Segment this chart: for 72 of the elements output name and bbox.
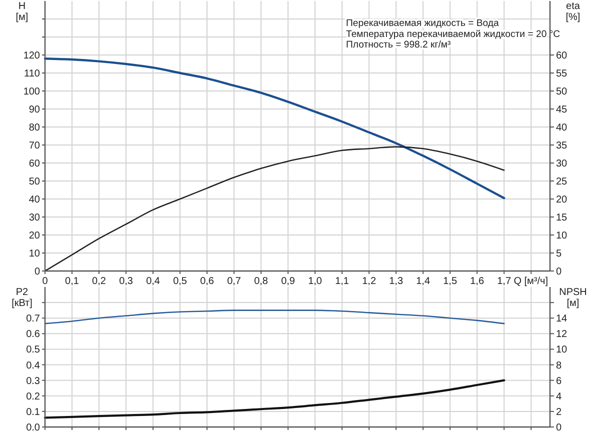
x-tick-label: 1,5 bbox=[443, 276, 458, 287]
y-axis-title: H [м] bbox=[16, 1, 28, 23]
x-tick-label: 0 bbox=[42, 276, 48, 287]
y2-tick-label: 0 bbox=[556, 266, 562, 278]
x-tick-label: 1,0 bbox=[308, 276, 322, 287]
y-tick-label: 110 bbox=[24, 68, 40, 80]
y-tick-label: 30 bbox=[28, 212, 40, 224]
y2-tick-label: 40 bbox=[556, 122, 568, 134]
y-axis-title: P2 [кВт] bbox=[12, 287, 33, 309]
y-tick-label: 0.0 bbox=[26, 422, 40, 434]
y2-tick-label: 25 bbox=[556, 176, 568, 188]
annotation: Температура перекачиваемой жидкости = 20 °C bbox=[346, 28, 560, 40]
y-tick-label: 0.3 bbox=[26, 376, 40, 387]
y-tick-label: 80 bbox=[28, 122, 40, 134]
y2-tick-label: 6 bbox=[556, 376, 562, 387]
y-tick-label: 0.5 bbox=[26, 344, 40, 356]
y2-tick-label: 10 bbox=[556, 230, 568, 242]
x-tick-label: 0,8 bbox=[254, 276, 268, 287]
x-tick-label: 0,9 bbox=[281, 276, 296, 287]
line-series bbox=[44, 58, 506, 200]
x-tick-label: 1,4 bbox=[416, 276, 430, 287]
y2-tick-label: 14 bbox=[556, 314, 568, 325]
y2-tick-label: 20 bbox=[556, 194, 568, 206]
y-tick-label: 0.1 bbox=[26, 406, 40, 418]
x-tick-label: 1,6 bbox=[470, 276, 484, 287]
y-tick-label: 70 bbox=[28, 140, 40, 152]
y2-tick-label: 10 bbox=[556, 344, 568, 356]
x-tick-label: 0,3 bbox=[119, 276, 134, 287]
line-series bbox=[44, 310, 505, 324]
x-tick-label: 0,4 bbox=[146, 276, 160, 287]
y2-tick-label: 60 bbox=[556, 50, 568, 62]
line-series bbox=[44, 146, 505, 272]
y-tick-label: 0.6 bbox=[26, 329, 40, 340]
y-tick-label: 10 bbox=[28, 248, 40, 260]
x-tick-label: 0,6 bbox=[200, 276, 214, 287]
y2-tick-label: 15 bbox=[556, 212, 568, 224]
x-tick-label: 1,7 bbox=[497, 276, 512, 287]
y2-tick-label: 0 bbox=[556, 422, 562, 434]
y2-axis-title: NPSH [м] bbox=[559, 287, 587, 309]
annotation: Перекачиваемая жидкость = Вода bbox=[346, 18, 500, 29]
y2-tick-label: 30 bbox=[556, 158, 568, 170]
x-tick-label: 0,7 bbox=[227, 276, 242, 287]
y-tick-label: 40 bbox=[28, 194, 40, 206]
x-tick-label: 0,1 bbox=[65, 276, 80, 287]
y-tick-label: 120 bbox=[23, 50, 40, 62]
y-tick-label: 0.7 bbox=[26, 314, 40, 325]
y2-tick-label: 50 bbox=[556, 86, 568, 98]
y2-tick-label: 45 bbox=[556, 104, 568, 116]
y2-tick-label: 2 bbox=[556, 406, 562, 418]
x-tick-label: 0,2 bbox=[92, 276, 106, 287]
y2-tick-label: 55 bbox=[556, 68, 568, 80]
y2-axis-title: eta [%] bbox=[566, 1, 580, 23]
y-tick-label: 100 bbox=[23, 86, 40, 98]
y-tick-label: 0.4 bbox=[26, 360, 40, 372]
y2-tick-label: 8 bbox=[556, 360, 562, 372]
y2-tick-label: 12 bbox=[556, 329, 568, 340]
y2-tick-label: 5 bbox=[556, 248, 562, 260]
x-tick-label: 1,3 bbox=[389, 276, 404, 287]
y-tick-label: 50 bbox=[28, 176, 40, 188]
y-tick-label: 60 bbox=[28, 158, 40, 170]
y-tick-label: 20 bbox=[28, 230, 40, 242]
line-series bbox=[44, 379, 506, 419]
y2-tick-label: 4 bbox=[556, 391, 562, 402]
annotation: Плотность = 998.2 кг/м³ bbox=[346, 40, 451, 51]
y-tick-label: 90 bbox=[28, 104, 40, 116]
x-tick-label: 0,5 bbox=[173, 276, 188, 287]
y-tick-label: 0.2 bbox=[26, 391, 40, 402]
x-tick-label: 1,1 bbox=[335, 276, 350, 287]
y-tick-label: 0 bbox=[34, 266, 40, 278]
x-tick-label: 1,2 bbox=[362, 276, 376, 287]
y2-tick-label: 35 bbox=[556, 140, 568, 152]
x-axis-title: Q [м³/ч] bbox=[514, 276, 548, 287]
